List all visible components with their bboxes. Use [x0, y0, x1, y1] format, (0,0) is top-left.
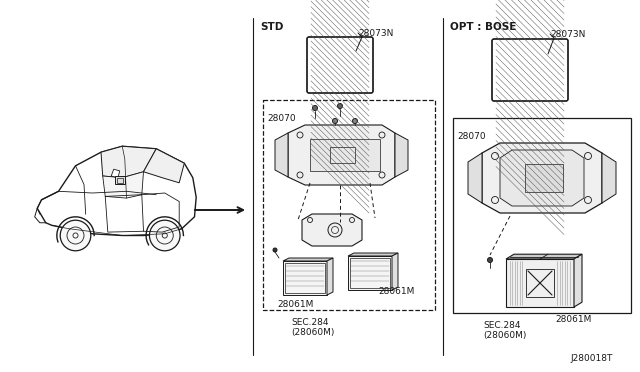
Text: 28061M: 28061M — [378, 287, 414, 296]
Text: 28073N: 28073N — [550, 30, 586, 39]
Text: 28073N: 28073N — [358, 29, 394, 38]
Bar — [526, 269, 554, 297]
Text: J280018T: J280018T — [570, 354, 612, 363]
Text: 28061M: 28061M — [277, 300, 314, 309]
Polygon shape — [574, 254, 582, 307]
Circle shape — [150, 220, 180, 251]
Polygon shape — [275, 133, 288, 177]
Text: 28070: 28070 — [267, 114, 296, 123]
Polygon shape — [143, 149, 184, 183]
Polygon shape — [348, 253, 398, 256]
Bar — [330, 147, 355, 163]
Text: 28070: 28070 — [457, 132, 486, 141]
FancyBboxPatch shape — [492, 39, 568, 101]
Polygon shape — [500, 150, 584, 206]
Polygon shape — [101, 146, 156, 178]
Bar — [453, 118, 631, 313]
Bar — [310, 139, 380, 171]
Polygon shape — [102, 172, 143, 198]
Text: 28061M: 28061M — [555, 315, 591, 324]
Polygon shape — [327, 258, 333, 295]
Circle shape — [488, 257, 493, 263]
Polygon shape — [602, 153, 616, 203]
Bar — [116, 178, 123, 183]
Bar — [285, 263, 325, 293]
Circle shape — [337, 103, 342, 109]
Polygon shape — [348, 256, 392, 290]
Circle shape — [333, 119, 337, 124]
Polygon shape — [468, 153, 482, 203]
Text: SEC.284
(28060M): SEC.284 (28060M) — [291, 318, 334, 337]
Text: STD: STD — [260, 22, 284, 32]
FancyBboxPatch shape — [307, 37, 373, 93]
Polygon shape — [395, 133, 408, 177]
Circle shape — [273, 248, 277, 252]
Circle shape — [60, 220, 91, 251]
Polygon shape — [302, 214, 362, 246]
Text: OPT : BOSE: OPT : BOSE — [450, 22, 516, 32]
Bar — [525, 164, 563, 192]
Polygon shape — [482, 143, 602, 213]
Polygon shape — [392, 253, 398, 290]
Polygon shape — [506, 259, 574, 307]
Circle shape — [353, 119, 358, 124]
Polygon shape — [283, 261, 327, 295]
Polygon shape — [283, 258, 333, 261]
Polygon shape — [37, 146, 196, 235]
Bar — [115, 176, 125, 184]
Bar — [263, 100, 435, 310]
Polygon shape — [506, 254, 582, 259]
Circle shape — [312, 106, 317, 110]
Bar — [350, 258, 390, 288]
Text: SEC.284
(28060M): SEC.284 (28060M) — [483, 321, 526, 340]
Polygon shape — [111, 169, 120, 178]
Polygon shape — [288, 125, 395, 185]
